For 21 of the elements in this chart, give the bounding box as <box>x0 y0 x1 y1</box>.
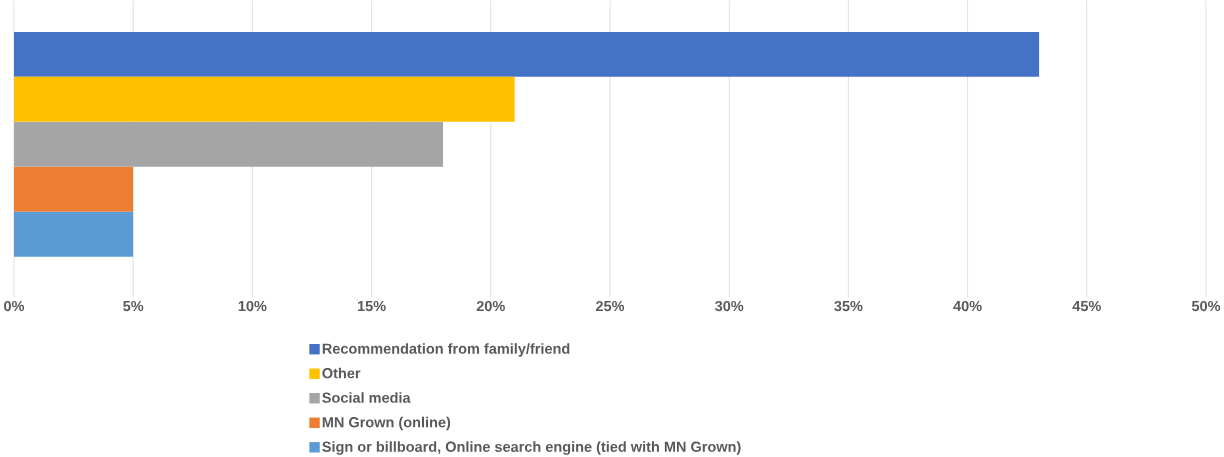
bar <box>13 166 134 212</box>
legend-label: Other <box>322 367 361 379</box>
x-tick-label: 50% <box>1191 300 1221 311</box>
x-tick-label: 45% <box>1072 300 1101 311</box>
bar <box>13 76 515 122</box>
x-tick-label: 25% <box>595 300 625 311</box>
bar <box>13 31 1040 77</box>
legend-label: MN Grown (online) <box>322 416 451 431</box>
bar <box>13 211 134 257</box>
x-tick-label: 35% <box>834 300 863 311</box>
legend-label: Recommendation from family/friend <box>322 342 570 357</box>
bar <box>13 121 444 167</box>
legend-label: Social media <box>322 391 411 403</box>
x-tick-label: 30% <box>714 300 744 311</box>
x-tick-label: 10% <box>238 300 267 311</box>
x-tick-label: 15% <box>357 300 386 311</box>
x-tick-label: 0% <box>4 300 25 311</box>
x-tick-label: 20% <box>476 300 505 311</box>
x-tick-label: 40% <box>953 300 982 311</box>
x-tick-label: 5% <box>123 300 144 311</box>
legend-label: Sign or billboard, Online search engine (tied with MN Grown) <box>322 441 741 455</box>
